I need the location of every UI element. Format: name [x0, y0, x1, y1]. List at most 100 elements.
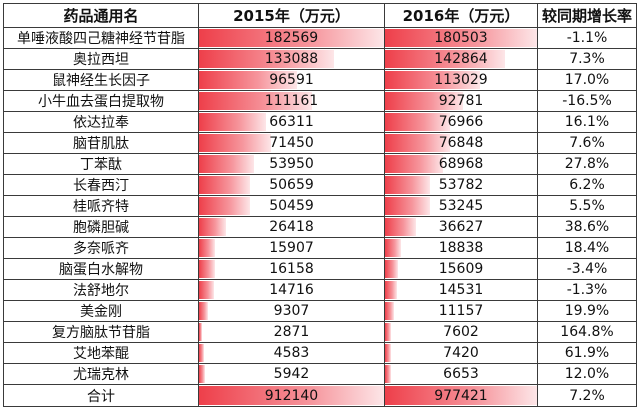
sales-2016-cell: 113029	[384, 69, 538, 91]
sales-2015-cell: 16158	[198, 258, 385, 280]
cell-value: 26418	[269, 219, 314, 235]
drug-name-cell: 法舒地尔	[3, 279, 199, 301]
drug-name-cell: 复方脑肽节苷脂	[3, 321, 199, 343]
table-row: 尤瑞克林 5942 6653 12.0%	[3, 363, 637, 385]
data-bar	[385, 218, 416, 236]
data-bar	[199, 176, 251, 194]
sales-2016-cell: 53782	[384, 174, 538, 196]
drug-name-cell: 单唾液酸四己糖神经节苷脂	[3, 27, 199, 49]
data-bar	[199, 302, 209, 320]
table-row: 依达拉奉 66311 76966 16.1%	[3, 111, 637, 133]
sales-2016-cell: 68968	[384, 153, 538, 175]
growth-rate-cell: 7.6%	[537, 132, 637, 154]
data-bar	[385, 71, 481, 89]
cell-value: 142864	[434, 51, 488, 67]
sales-2016-cell: 53245	[384, 195, 538, 217]
data-bar	[199, 323, 202, 341]
table-row: 脑苷肌肽 71450 76848 7.6%	[3, 132, 637, 154]
data-bar	[385, 29, 537, 47]
cell-value: 76966	[438, 114, 484, 130]
header-2015: 2015年（万元）	[198, 3, 385, 28]
cell-value: 36627	[438, 219, 484, 235]
growth-rate-cell: 19.9%	[537, 300, 637, 322]
drug-name-cell: 脑蛋白水解物	[3, 258, 199, 280]
sales-2015-cell: 66311	[198, 111, 385, 133]
growth-rate-cell: 38.6%	[537, 216, 637, 238]
cell-value: 113029	[434, 72, 488, 88]
sales-2016-cell: 36627	[384, 216, 538, 238]
cell-value: 53950	[269, 156, 314, 172]
data-bar	[199, 365, 206, 383]
table-row: 奥拉西坦 133088 142864 7.3%	[3, 48, 637, 70]
sales-2015-cell: 182569	[198, 27, 385, 49]
data-bar	[199, 197, 251, 215]
data-bar	[385, 365, 391, 383]
cell-value: 16158	[269, 261, 314, 277]
table-row: 美金刚 9307 11157 19.9%	[3, 300, 637, 322]
table-row: 脑蛋白水解物 16158 15609 -3.4%	[3, 258, 637, 280]
cell-value: 5942	[273, 366, 310, 382]
data-bar	[199, 218, 226, 236]
data-bar	[385, 197, 430, 215]
sales-2015-cell: 50659	[198, 174, 385, 196]
cell-value: 912140	[264, 387, 319, 404]
cell-value: 133088	[264, 51, 319, 67]
drug-name-cell: 胞磷胆碱	[3, 216, 199, 238]
data-bar	[385, 323, 392, 341]
data-bar	[199, 71, 297, 89]
drug-name-cell: 美金刚	[3, 300, 199, 322]
data-bar	[385, 155, 444, 173]
sales-2016-cell: 7420	[384, 342, 538, 364]
growth-rate-cell: 17.0%	[537, 69, 637, 91]
data-bar	[385, 260, 399, 278]
sales-2016-cell: 180503	[384, 27, 538, 49]
table-row: 单唾液酸四己糖神经节苷脂 182569 180503 -1.1%	[3, 27, 637, 49]
data-bar	[199, 344, 204, 362]
sales-2015-cell: 15907	[198, 237, 385, 259]
sales-2016-cell: 18838	[384, 237, 538, 259]
data-bar	[385, 239, 401, 257]
data-bar	[385, 302, 395, 320]
data-bar	[385, 113, 450, 131]
cell-value: 50659	[269, 177, 314, 193]
header-row: 药品通用名 2015年（万元） 2016年（万元） 较同期增长率	[3, 3, 637, 28]
data-bar	[199, 239, 216, 257]
sales-2016-cell: 15609	[384, 258, 538, 280]
cell-value: 7420	[443, 345, 479, 361]
data-bar	[199, 260, 216, 278]
total-2015-cell: 912140	[198, 384, 385, 407]
table-row: 鼠神经生长因子 96591 113029 17.0%	[3, 69, 637, 91]
sales-2015-cell: 14716	[198, 279, 385, 301]
data-bar	[385, 386, 537, 405]
cell-value: 53245	[438, 198, 484, 214]
growth-rate-cell: 18.4%	[537, 237, 637, 259]
sales-2015-cell: 53950	[198, 153, 385, 175]
table-row: 桂哌齐特 50459 53245 5.5%	[3, 195, 637, 217]
sales-2015-cell: 96591	[198, 69, 385, 91]
cell-value: 111161	[264, 93, 319, 109]
growth-rate-cell: -3.4%	[537, 258, 637, 280]
data-bar	[385, 92, 464, 110]
growth-rate-cell: -1.1%	[537, 27, 637, 49]
sales-2015-cell: 50459	[198, 195, 385, 217]
table-row: 多奈哌齐 15907 18838 18.4%	[3, 237, 637, 259]
data-bar	[199, 50, 334, 68]
cell-value: 71450	[269, 135, 314, 151]
data-bar	[199, 134, 272, 152]
sales-2016-cell: 76966	[384, 111, 538, 133]
growth-rate-cell: 16.1%	[537, 111, 637, 133]
total-2016-cell: 977421	[384, 384, 538, 407]
cell-value: 53782	[438, 177, 484, 193]
total-growth-cell: 7.2%	[537, 384, 637, 407]
drug-name-cell: 长春西汀	[3, 174, 199, 196]
data-bar	[385, 344, 392, 362]
data-bar	[199, 155, 254, 173]
sales-2015-cell: 4583	[198, 342, 385, 364]
data-bar	[385, 281, 398, 299]
table-row: 丁苯酞 53950 68968 27.8%	[3, 153, 637, 175]
table-row: 小牛血去蛋白提取物 111161 92781 -16.5%	[3, 90, 637, 112]
growth-rate-cell: 27.8%	[537, 153, 637, 175]
cell-value: 7602	[443, 324, 479, 340]
cell-value: 4583	[273, 345, 310, 361]
table-row: 法舒地尔 14716 14531 -1.3%	[3, 279, 637, 301]
